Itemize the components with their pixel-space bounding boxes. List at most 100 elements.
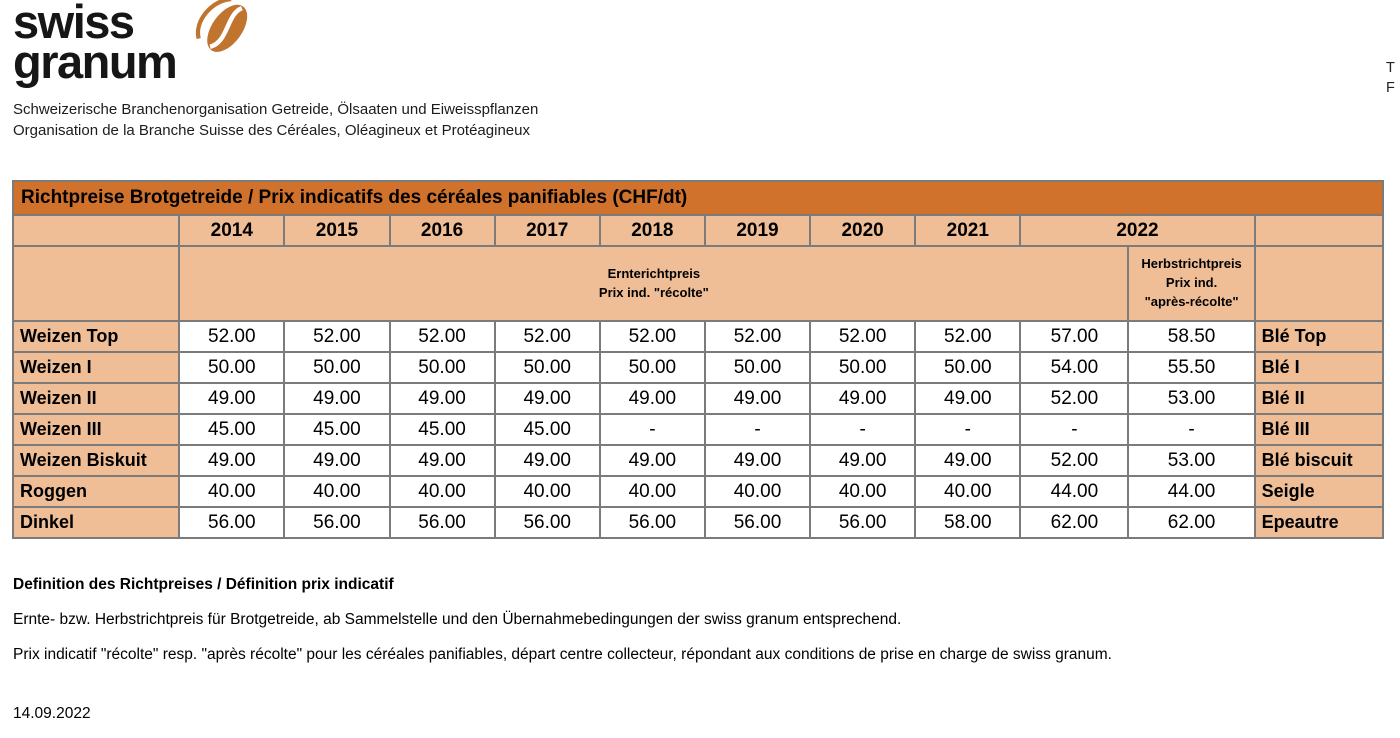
row-label-fr: Blé III bbox=[1253, 413, 1385, 446]
price-cell: 52.00 bbox=[388, 320, 496, 353]
table-row: Weizen I 50.00 50.00 50.00 50.00 50.00 50.00 50… bbox=[11, 351, 1385, 384]
price-cell: 54.00 bbox=[1019, 351, 1130, 384]
price-cell: 50.00 bbox=[598, 351, 706, 384]
price-cell: 45.00 bbox=[493, 413, 601, 446]
price-cell: 58.50 bbox=[1127, 320, 1256, 353]
autumn-price-header-fr1: Prix ind. bbox=[1165, 275, 1218, 291]
row-label-de: Weizen Top bbox=[11, 320, 181, 353]
price-cell: 50.00 bbox=[914, 351, 1022, 384]
price-cell: - bbox=[914, 413, 1022, 446]
price-cell: 49.00 bbox=[493, 382, 601, 415]
table-row: Weizen Top 52.00 52.00 52.00 52.00 52.00 52.00… bbox=[11, 320, 1385, 353]
price-cell: 50.00 bbox=[703, 351, 812, 384]
price-cell: 52.00 bbox=[178, 320, 286, 353]
year-header: 2016 bbox=[388, 214, 496, 247]
harvest-price-header-de: Ernterichtpreis bbox=[607, 265, 701, 281]
definition-text-de: Ernte- bzw. Herbstrichtpreis für Brotget… bbox=[13, 611, 902, 628]
price-cell: 45.00 bbox=[388, 413, 496, 446]
empty-subheader-cell bbox=[1253, 245, 1385, 322]
price-cell: - bbox=[703, 413, 812, 446]
price-cell: 49.00 bbox=[178, 382, 286, 415]
price-cell: 53.00 bbox=[1127, 444, 1256, 477]
price-cell: 49.00 bbox=[388, 444, 496, 477]
fax-label-cut: F bbox=[1386, 79, 1395, 96]
logo: swiss granum bbox=[13, 0, 248, 86]
table-row: Weizen III 45.00 45.00 45.00 45.00- - - - - - Blé … bbox=[11, 413, 1385, 446]
empty-subheader-cell bbox=[11, 245, 181, 322]
price-cell: 40.00 bbox=[283, 475, 391, 508]
price-cell: 56.00 bbox=[598, 506, 706, 539]
table-body: Weizen Top 52.00 52.00 52.00 52.00 52.00 52.00… bbox=[11, 320, 1385, 539]
row-label-de: Weizen Biskuit bbox=[11, 444, 181, 477]
contact-cutoff-text: T F bbox=[1386, 59, 1395, 98]
price-cell: - bbox=[598, 413, 706, 446]
price-cell: - bbox=[1019, 413, 1130, 446]
price-cell: 40.00 bbox=[703, 475, 812, 508]
price-cell: 49.00 bbox=[283, 444, 391, 477]
price-cell: 55.50 bbox=[1127, 351, 1256, 384]
table-row: Weizen Biskuit 49.00 49.00 49.00 49.00 49.00 4… bbox=[11, 444, 1385, 477]
year-header: 2015 bbox=[283, 214, 391, 247]
definition-heading: Definition des Richtpreises / Définition… bbox=[13, 576, 394, 593]
price-cell: 49.00 bbox=[493, 444, 601, 477]
row-label-fr: Blé biscuit bbox=[1253, 444, 1385, 477]
org-subtitle-fr: Organisation de la Branche Suisse des Cé… bbox=[13, 122, 530, 139]
autumn-price-header-fr2: "après-récolte" bbox=[1144, 293, 1239, 309]
autumn-price-header: Herbstrichtpreis Prix ind. "après-récolt… bbox=[1127, 245, 1256, 322]
price-cell: 40.00 bbox=[914, 475, 1022, 508]
document-date: 14.09.2022 bbox=[13, 705, 91, 722]
empty-corner-cell bbox=[11, 214, 181, 247]
empty-corner-cell bbox=[1253, 214, 1385, 247]
price-cell: 50.00 bbox=[493, 351, 601, 384]
harvest-price-header-fr: Prix ind. "récolte" bbox=[598, 284, 709, 300]
row-label-fr: Epeautre bbox=[1253, 506, 1385, 539]
price-cell: 40.00 bbox=[598, 475, 706, 508]
price-cell: 44.00 bbox=[1127, 475, 1256, 508]
price-cell: 45.00 bbox=[283, 413, 391, 446]
row-label-fr: Blé I bbox=[1253, 351, 1385, 384]
year-header-2022: 2022 bbox=[1019, 214, 1256, 247]
year-header: 2020 bbox=[809, 214, 917, 247]
table-row: Dinkel 56.00 56.00 56.00 56.00 56.00 56.00 56.0… bbox=[11, 506, 1385, 539]
row-label-de: Roggen bbox=[11, 475, 181, 508]
price-cell: 50.00 bbox=[283, 351, 391, 384]
price-cell: 56.00 bbox=[283, 506, 391, 539]
price-cell: 52.00 bbox=[914, 320, 1022, 353]
price-cell: 56.00 bbox=[703, 506, 812, 539]
price-cell: 49.00 bbox=[178, 444, 286, 477]
org-subtitle: Schweizerische Branchenorganisation Getr… bbox=[13, 99, 538, 141]
price-cell: 52.00 bbox=[283, 320, 391, 353]
grain-seed-icon bbox=[195, 0, 248, 52]
table-title: Richtpreise Brotgetreide / Prix indicati… bbox=[12, 180, 1384, 216]
definition-text-fr: Prix indicatif "récolte" resp. "après ré… bbox=[13, 646, 1112, 663]
logo-word-swiss: swiss bbox=[13, 0, 135, 48]
price-cell: 50.00 bbox=[388, 351, 496, 384]
price-cell: 40.00 bbox=[493, 475, 601, 508]
price-cell: 62.00 bbox=[1127, 506, 1256, 539]
row-label-de: Weizen I bbox=[11, 351, 181, 384]
price-cell: 40.00 bbox=[178, 475, 286, 508]
org-subtitle-de: Schweizerische Branchenorganisation Getr… bbox=[13, 101, 539, 118]
price-table-container: Richtpreise Brotgetreide / Prix indicati… bbox=[11, 180, 1385, 539]
price-cell: 52.00 bbox=[703, 320, 812, 353]
table-title-row: Richtpreise Brotgetreide / Prix indicati… bbox=[12, 180, 1384, 216]
price-cell: 62.00 bbox=[1019, 506, 1130, 539]
price-cell: 49.00 bbox=[914, 444, 1022, 477]
row-label-de: Weizen II bbox=[11, 382, 181, 415]
price-cell: 49.00 bbox=[283, 382, 391, 415]
price-cell: 49.00 bbox=[809, 382, 917, 415]
year-header: 2014 bbox=[178, 214, 286, 247]
row-label-fr: Blé II bbox=[1253, 382, 1385, 415]
price-cell: 49.00 bbox=[703, 444, 812, 477]
phone-label-cut: T bbox=[1386, 60, 1395, 76]
price-cell: 40.00 bbox=[809, 475, 917, 508]
price-cell: 44.00 bbox=[1019, 475, 1130, 508]
price-cell: 49.00 bbox=[703, 382, 812, 415]
price-cell: 52.00 bbox=[1019, 444, 1130, 477]
definition-section: Definition des Richtpreises / Définition… bbox=[13, 576, 1112, 681]
price-cell: 52.00 bbox=[1019, 382, 1130, 415]
price-cell: 52.00 bbox=[598, 320, 706, 353]
price-cell: 49.00 bbox=[598, 444, 706, 477]
price-cell: 50.00 bbox=[809, 351, 917, 384]
year-header: 2019 bbox=[703, 214, 812, 247]
